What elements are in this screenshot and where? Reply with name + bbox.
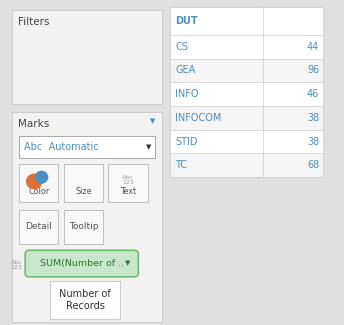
Bar <box>170 82 323 106</box>
Bar <box>12 10 162 104</box>
FancyBboxPatch shape <box>25 250 138 277</box>
Text: 38: 38 <box>307 136 319 147</box>
Text: 38: 38 <box>307 113 319 123</box>
Text: 44: 44 <box>307 42 319 52</box>
Text: 46: 46 <box>307 89 319 99</box>
Text: INFOCOM: INFOCOM <box>175 113 222 123</box>
Circle shape <box>35 171 47 183</box>
Text: ▼: ▼ <box>150 118 156 124</box>
Bar <box>108 164 148 202</box>
Text: Text: Text <box>120 187 136 196</box>
Bar <box>12 112 162 322</box>
Text: Abc  Automatic: Abc Automatic <box>24 142 99 152</box>
Bar <box>19 136 155 158</box>
Bar <box>170 130 323 153</box>
Text: 68: 68 <box>307 160 319 170</box>
Text: INFO: INFO <box>175 89 199 99</box>
Text: Abc
123: Abc 123 <box>122 175 134 185</box>
Text: 96: 96 <box>307 65 319 75</box>
Bar <box>170 35 323 58</box>
Bar <box>64 164 103 202</box>
Text: Filters: Filters <box>18 17 50 27</box>
Text: GEA: GEA <box>175 65 196 75</box>
Circle shape <box>27 174 42 188</box>
Text: Detail: Detail <box>25 222 52 231</box>
Bar <box>170 153 323 177</box>
Bar <box>50 281 120 318</box>
Text: ▼: ▼ <box>125 261 131 266</box>
Bar <box>170 7 323 177</box>
Text: CS: CS <box>175 42 188 52</box>
Text: Marks: Marks <box>18 119 50 129</box>
Text: Size: Size <box>75 187 92 196</box>
Text: Color: Color <box>28 187 49 196</box>
Text: STID: STID <box>175 136 198 147</box>
Text: Number of
Records: Number of Records <box>59 289 111 311</box>
Bar <box>170 7 323 35</box>
Text: ▼: ▼ <box>146 144 151 150</box>
Bar <box>170 106 323 130</box>
Text: Tooltip: Tooltip <box>69 222 98 231</box>
Text: TC: TC <box>175 160 187 170</box>
Bar <box>64 210 103 244</box>
Text: DUT: DUT <box>175 16 198 26</box>
Bar <box>170 58 323 82</box>
Text: Abc
123: Abc 123 <box>11 260 22 269</box>
Bar <box>19 164 58 202</box>
Bar <box>19 210 58 244</box>
Text: SUM(Number of ..: SUM(Number of .. <box>40 259 127 268</box>
